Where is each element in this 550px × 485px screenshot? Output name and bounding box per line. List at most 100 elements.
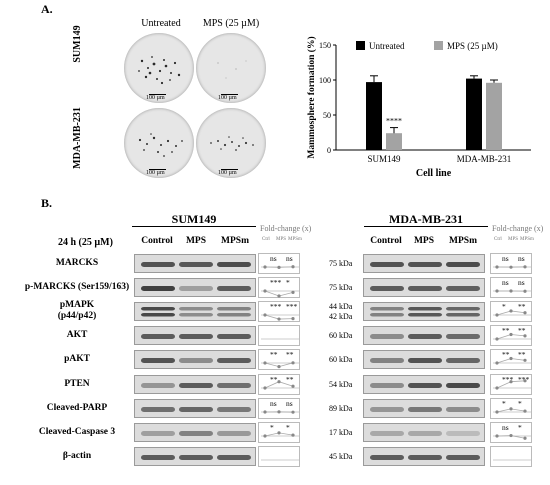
blot-sum149-row-5-band-0 bbox=[141, 382, 175, 388]
micrograph-mda-mps bbox=[196, 108, 266, 178]
blot-mda-row-2-band-1-0 bbox=[408, 307, 442, 311]
fold-mda-row-7-point-0 bbox=[495, 434, 499, 438]
fold-sum149-row-0-point-0 bbox=[263, 265, 267, 269]
fold-mda-row-1-point-1 bbox=[509, 289, 513, 293]
kda-label-4: 60 kDa bbox=[329, 355, 353, 365]
chart-x-tick-label-0: SUM149 bbox=[367, 154, 401, 164]
blot-mda-row-4-band-2 bbox=[446, 358, 480, 364]
chart-y-tick-label-1: 50 bbox=[323, 111, 331, 120]
blot-title-sum149: SUM149 bbox=[171, 212, 217, 226]
blot-mda-row-7-bands bbox=[370, 430, 480, 436]
fold-sum149-row-5-point-1 bbox=[277, 379, 281, 383]
fold-sum149-row-2-sig-1: *** bbox=[286, 302, 298, 312]
blot-title-underline-sum149 bbox=[132, 226, 256, 227]
protein-label-3: AKT bbox=[66, 330, 88, 341]
chart-bar-MDA-MB-231-0 bbox=[466, 78, 482, 150]
protein-label-1: p-MARCKS (Ser159/163) bbox=[24, 282, 130, 293]
fold-mda-row-2-point-2 bbox=[523, 311, 527, 315]
protein-label-0: MARCKS bbox=[55, 258, 99, 268]
blot-sum149-row-8-band-0 bbox=[141, 454, 175, 460]
blot-sum149-row-4-band-1 bbox=[179, 358, 213, 364]
blot-sum149-row-3-band-0 bbox=[141, 334, 175, 340]
fold-sum149-row-8 bbox=[258, 445, 300, 467]
fold-mda-row-5-point-0 bbox=[495, 385, 499, 390]
blot-sum149-row-3 bbox=[134, 326, 256, 346]
blot-sum149-row-2-band-0-1 bbox=[141, 313, 175, 317]
blot-sum149-row-6 bbox=[134, 398, 256, 418]
lane-label-mps-mda: MPS bbox=[413, 236, 435, 246]
fold-mda-row-6-point-0 bbox=[495, 409, 499, 414]
chart-legend-label-1: MPS (25 µM) bbox=[447, 41, 498, 51]
fold-mda-row-7-plot bbox=[493, 433, 531, 440]
blot-mda-row-6 bbox=[363, 398, 485, 418]
blot-mda-row-0-band-0 bbox=[370, 262, 404, 267]
fold-sum149-row-7-plot bbox=[261, 430, 299, 438]
blot-sum149-row-7-band-2 bbox=[217, 430, 251, 436]
blot-title-mda: MDA-MB-231 bbox=[389, 212, 463, 226]
fold-mda-row-3-point-2 bbox=[523, 334, 527, 338]
blot-mda-row-2-band-2-0 bbox=[446, 307, 480, 311]
fold-sum149-row-4-plot bbox=[261, 361, 299, 369]
blot-mda-row-0 bbox=[363, 254, 485, 273]
blot-mda-row-0-bands bbox=[370, 262, 480, 267]
blot-mda-row-5-band-2 bbox=[446, 382, 480, 388]
fold-sum149-row-4-sig-0: ** bbox=[270, 350, 278, 360]
blot-sum149-row-0-band-2 bbox=[217, 262, 251, 267]
fold-mda-row-5-point-2 bbox=[523, 378, 527, 382]
fold-mda-row-5-point-1 bbox=[509, 379, 513, 383]
blot-sum149-row-6-band-1 bbox=[179, 406, 213, 412]
blot-mda-row-6-band-2 bbox=[446, 406, 480, 412]
fold-sum149-row-5 bbox=[258, 373, 300, 395]
blot-sum149-row-2-band-1-0 bbox=[179, 307, 213, 311]
fold-mda-row-3-sig-1: ** bbox=[518, 326, 526, 336]
blot-sum149-row-7-bands bbox=[141, 430, 251, 436]
blot-mda-row-2-band-2-1 bbox=[446, 313, 480, 317]
blot-mda-row-7-band-1 bbox=[408, 430, 442, 436]
fold-sum149-row-5-sig-0: ** bbox=[270, 374, 278, 384]
blot-title-underline-mda bbox=[364, 226, 488, 227]
fold-sum149-row-0 bbox=[258, 253, 300, 274]
kda-label-6: 89 kDa bbox=[329, 403, 353, 413]
blot-mda-row-3-band-1 bbox=[408, 334, 442, 340]
lane-label-mpsm-mda: MPSm bbox=[449, 236, 477, 246]
fold-header-sum149: Fold-change (x) bbox=[260, 224, 312, 233]
condition-label: 24 h (25 µM) bbox=[58, 237, 113, 248]
blot-sum149-row-3-band-1 bbox=[179, 334, 213, 340]
blot-sum149-row-1-band-1 bbox=[179, 286, 213, 292]
blot-sum149-row-4-bands bbox=[141, 358, 251, 364]
blot-mda-row-0-band-2 bbox=[446, 262, 480, 267]
chart-ylabel: Mammosphere formation (%) bbox=[306, 36, 317, 158]
fold-mda-row-5-plot bbox=[493, 378, 531, 390]
blot-mda-row-7-band-2 bbox=[446, 430, 480, 436]
blot-sum149-row-8-band-1 bbox=[179, 454, 213, 460]
blot-mda-row-7-band-0 bbox=[370, 430, 404, 436]
scale-bar-3 bbox=[149, 169, 166, 170]
blot-sum149-row-8 bbox=[134, 446, 256, 466]
fold-mda-row-1-point-0 bbox=[495, 289, 499, 293]
fold-sum149-row-1-plot bbox=[261, 289, 299, 298]
fold-mda-row-3-sig-0: ** bbox=[502, 326, 510, 336]
blot-mda-row-1-band-0 bbox=[370, 286, 404, 292]
chart-y-tick-label-2: 100 bbox=[319, 76, 331, 85]
blot-mda-row-5-band-1 bbox=[408, 382, 442, 388]
fold-sum149-row-7-point-1 bbox=[277, 430, 281, 435]
chart-legend-swatch-1 bbox=[434, 41, 443, 50]
fold-sum149-row-2-sig-0: *** bbox=[270, 302, 282, 312]
blot-mda-row-0-band-1 bbox=[408, 262, 442, 267]
scale-bar-2 bbox=[221, 94, 238, 95]
fold-sum149-row-3-plot bbox=[261, 338, 299, 340]
fold-sum149-row-1-sig-0: *** bbox=[270, 278, 282, 288]
blot-sum149-row-2 bbox=[134, 302, 256, 322]
scale-bar-label-4: 100 µm bbox=[218, 170, 237, 176]
fold-mda-row-6 bbox=[490, 397, 532, 419]
protein-label-6: Cleaved-PARP bbox=[46, 402, 108, 413]
fold-mda-row-4-sig-0: ** bbox=[502, 350, 510, 360]
protein-label-4: pAKT bbox=[64, 354, 90, 365]
fold-sub-mps-sum149: MPS bbox=[276, 237, 287, 242]
blot-mda-row-1-band-2 bbox=[446, 286, 480, 292]
fold-sum149-row-4-point-1 bbox=[277, 365, 281, 369]
lane-label-control-mda: Control bbox=[370, 236, 402, 246]
blot-sum149-row-7 bbox=[134, 422, 256, 442]
lane-label-mps-sum149: MPS bbox=[185, 236, 207, 246]
fold-sub-ctrl-sum149: Ctrl bbox=[262, 237, 270, 242]
